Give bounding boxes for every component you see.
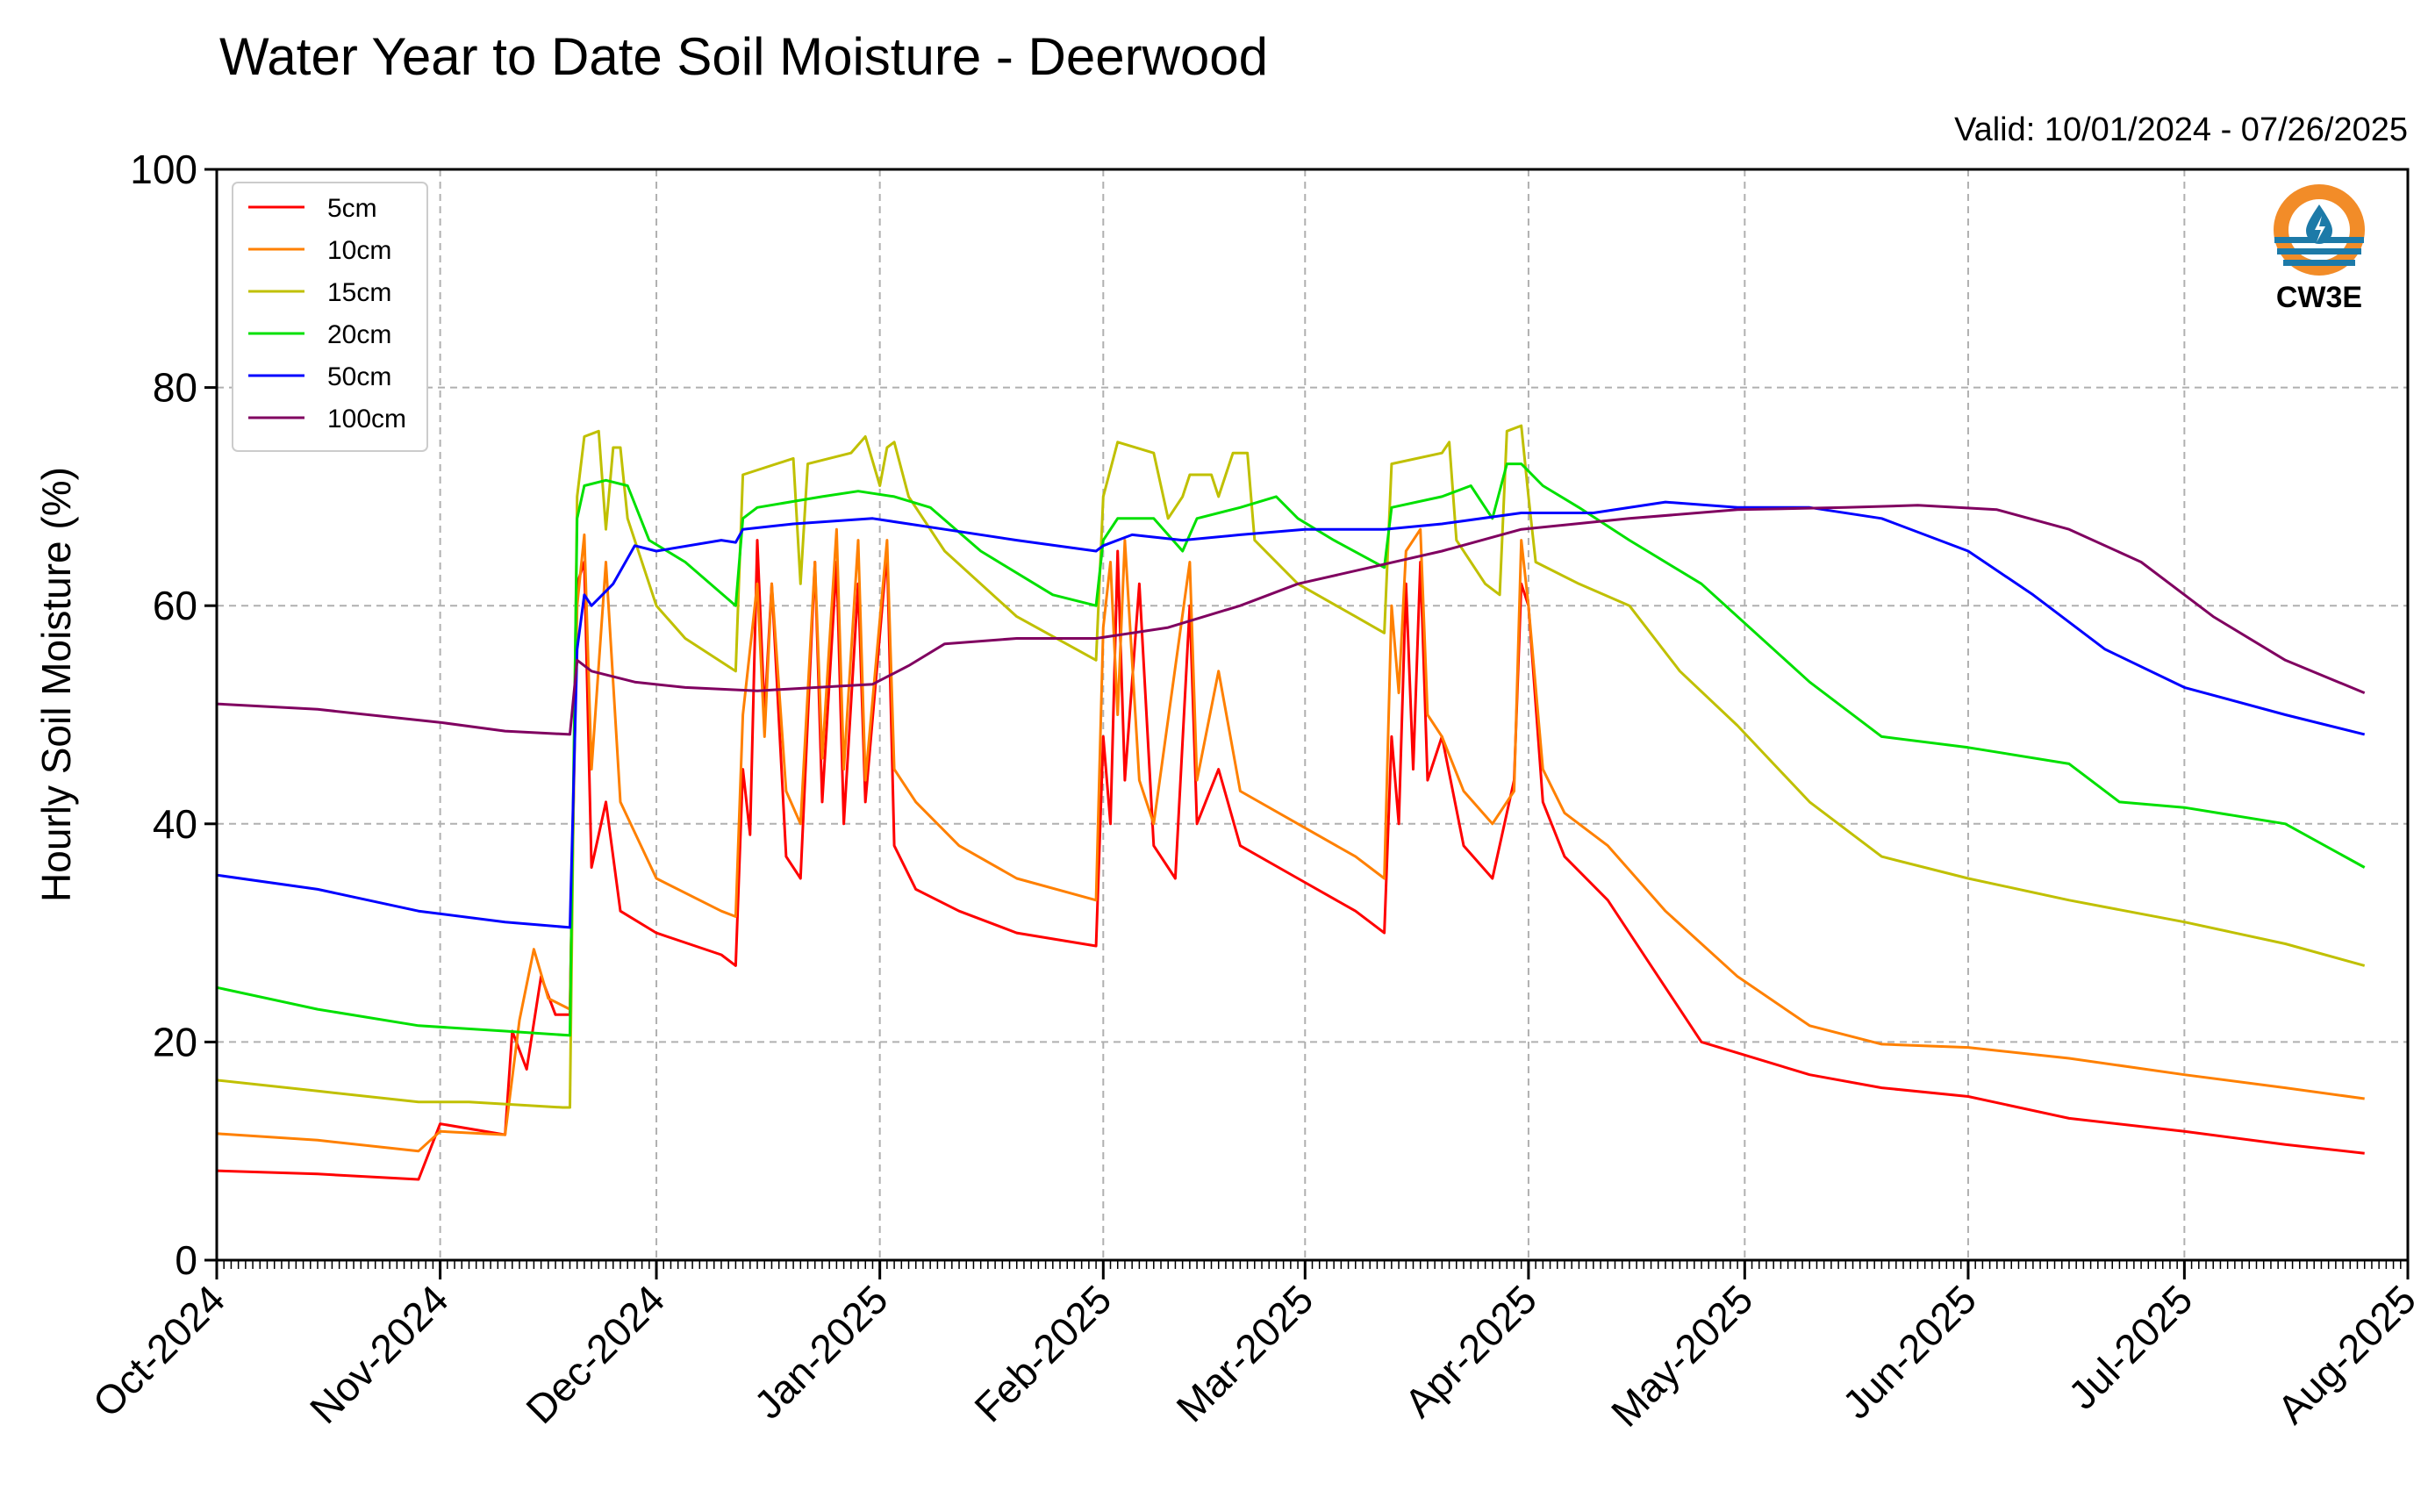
series-lines bbox=[216, 424, 2366, 1181]
minor-ticks bbox=[216, 1260, 2409, 1269]
y-ticks: 0 20 40 60 80 100 bbox=[130, 147, 217, 1283]
cw3e-logo: CW3E bbox=[2274, 184, 2365, 314]
y-tick-label: 40 bbox=[153, 801, 197, 847]
x-tick-label: Oct-2024 bbox=[84, 1276, 234, 1426]
x-tick-label: Jan-2025 bbox=[745, 1276, 896, 1427]
series-line-5cm bbox=[216, 539, 2365, 1181]
x-tick-label: Aug-2025 bbox=[2268, 1276, 2424, 1432]
x-tick-label: Jul-2025 bbox=[2059, 1276, 2202, 1418]
series-line-100cm bbox=[216, 504, 2366, 736]
plot-frame bbox=[215, 168, 2410, 1262]
y-tick-label: 60 bbox=[153, 583, 197, 628]
x-tick-label: Apr-2025 bbox=[1395, 1276, 1545, 1426]
y-tick-label: 80 bbox=[153, 365, 197, 411]
legend-label: 50cm bbox=[327, 362, 391, 391]
y-tick-label: 100 bbox=[130, 147, 197, 192]
x-tick-label: Feb-2025 bbox=[965, 1276, 1120, 1430]
logo-bolt-icon bbox=[2315, 216, 2325, 242]
legend-label: 20cm bbox=[327, 320, 391, 349]
legend: 5cm 10cm 15cm 20cm 50cm 100cm bbox=[232, 182, 428, 452]
x-tick-label: May-2025 bbox=[1602, 1276, 1761, 1435]
y-axis-label: Hourly Soil Moisture (%) bbox=[33, 467, 79, 902]
legend-label: 15cm bbox=[327, 278, 391, 307]
chart-subtitle: Valid: 10/01/2024 - 07/26/2025 bbox=[1954, 111, 2408, 148]
x-tick-label: Jun-2025 bbox=[1834, 1276, 1985, 1427]
logo-water-2 bbox=[2277, 248, 2361, 254]
legend-label: 10cm bbox=[327, 236, 391, 265]
y-tick-label: 0 bbox=[175, 1237, 197, 1283]
chart-title: Water Year to Date Soil Moisture - Deerw… bbox=[219, 27, 1268, 86]
legend-label: 100cm bbox=[327, 405, 406, 434]
series-line-10cm bbox=[216, 527, 2365, 1153]
y-tick-label: 20 bbox=[153, 1019, 197, 1064]
x-tick-label: Dec-2024 bbox=[517, 1276, 673, 1432]
series-line-15cm bbox=[216, 424, 2366, 1109]
series-line-20cm bbox=[216, 462, 2366, 1037]
x-tick-label: Mar-2025 bbox=[1167, 1276, 1321, 1430]
legend-label: 5cm bbox=[327, 194, 377, 223]
series-line-50cm bbox=[216, 500, 2366, 929]
logo-water-3 bbox=[2283, 260, 2355, 266]
x-tick-label: Nov-2024 bbox=[301, 1276, 457, 1432]
logo-text: CW3E bbox=[2276, 281, 2362, 314]
grid-lines bbox=[217, 169, 2408, 1260]
x-ticks: Oct-2024 Nov-2024 Dec-2024 Jan-2025 Feb-2025… bbox=[84, 1260, 2424, 1436]
